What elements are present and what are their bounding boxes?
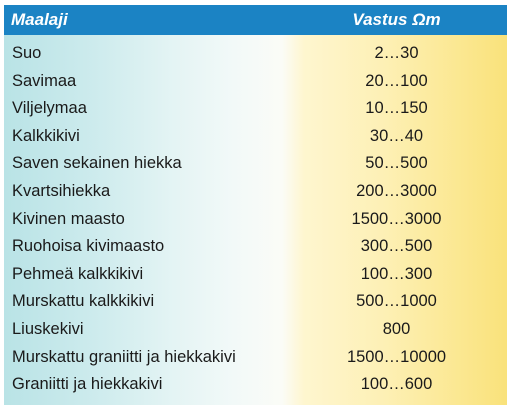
soil-type-cell: Suo bbox=[12, 44, 42, 62]
table-body: Suo 2…30 Savimaa 20…100 Viljelymaa 10…150 Kalk… bbox=[4, 41, 507, 400]
soil-resistivity-table: Maalaji Vastus Ωm Suo 2…30 Savimaa 20…100 Vi… bbox=[4, 5, 507, 405]
soil-type-cell: Murskattu kalkkikivi bbox=[12, 292, 155, 311]
resistance-cell: 30…40 bbox=[369, 126, 424, 145]
table-row: Kalkkikivi 30…40 bbox=[4, 124, 507, 152]
table-row: Murskattu graniitti ja hiekkakivi 1500…10… bbox=[4, 345, 507, 373]
resistance-cell: 800 bbox=[382, 319, 411, 338]
resistance-cell: 300…500 bbox=[360, 237, 433, 256]
table-row: Kvartsihiekka 200…3000 bbox=[4, 179, 507, 207]
resistance-cell: 200…3000 bbox=[356, 181, 437, 200]
soil-type-cell: Saven sekainen hiekka bbox=[12, 154, 182, 173]
table-row: Pehmeä kalkkikivi 100…300 bbox=[4, 262, 507, 290]
soil-type-cell: Kivinen maasto bbox=[12, 209, 125, 228]
table-row: Liuskekivi 800 bbox=[4, 317, 507, 345]
header-soil-type: Maalaji bbox=[11, 10, 68, 29]
soil-type-cell: Kalkkikivi bbox=[12, 126, 80, 145]
table-row: Kivinen maasto 1500…3000 bbox=[4, 207, 507, 235]
soil-type-cell: Savimaa bbox=[12, 71, 77, 90]
table-row: Savimaa 20…100 bbox=[4, 69, 507, 97]
table-row: Viljelymaa 10…150 bbox=[4, 96, 507, 124]
table-row: Murskattu kalkkikivi 500…1000 bbox=[4, 289, 507, 317]
resistance-cell: 10…150 bbox=[365, 99, 428, 118]
resistance-cell: 1500…3000 bbox=[351, 209, 442, 228]
resistance-cell: 100…300 bbox=[360, 264, 433, 283]
soil-type-cell: Murskattu graniitti ja hiekkakivi bbox=[12, 347, 236, 366]
table-row: Ruohoisa kivimaasto 300…500 bbox=[4, 234, 507, 262]
table-row: Graniitti ja hiekkakivi 100…600 bbox=[4, 372, 507, 400]
resistance-cell: 50…500 bbox=[365, 154, 428, 173]
resistance-cell: 100…600 bbox=[360, 375, 433, 394]
soil-type-cell: Graniitti ja hiekkakivi bbox=[12, 375, 163, 394]
table-row: Suo 2…30 bbox=[4, 41, 507, 69]
soil-type-cell: Ruohoisa kivimaasto bbox=[12, 237, 165, 256]
soil-type-cell: Viljelymaa bbox=[12, 99, 87, 118]
header-resistance: Vastus Ωm bbox=[352, 10, 441, 29]
resistance-cell: 500…1000 bbox=[356, 292, 437, 311]
soil-type-cell: Pehmeä kalkkikivi bbox=[12, 264, 144, 283]
table-header: Maalaji Vastus Ωm bbox=[4, 5, 507, 35]
soil-type-cell: Kvartsihiekka bbox=[12, 181, 111, 200]
soil-type-cell: Liuskekivi bbox=[12, 319, 84, 338]
resistance-cell: 20…100 bbox=[365, 71, 428, 90]
table-row: Saven sekainen hiekka 50…500 bbox=[4, 151, 507, 179]
resistance-cell: 1500…10000 bbox=[346, 347, 447, 366]
resistance-cell: 2…30 bbox=[374, 44, 419, 62]
